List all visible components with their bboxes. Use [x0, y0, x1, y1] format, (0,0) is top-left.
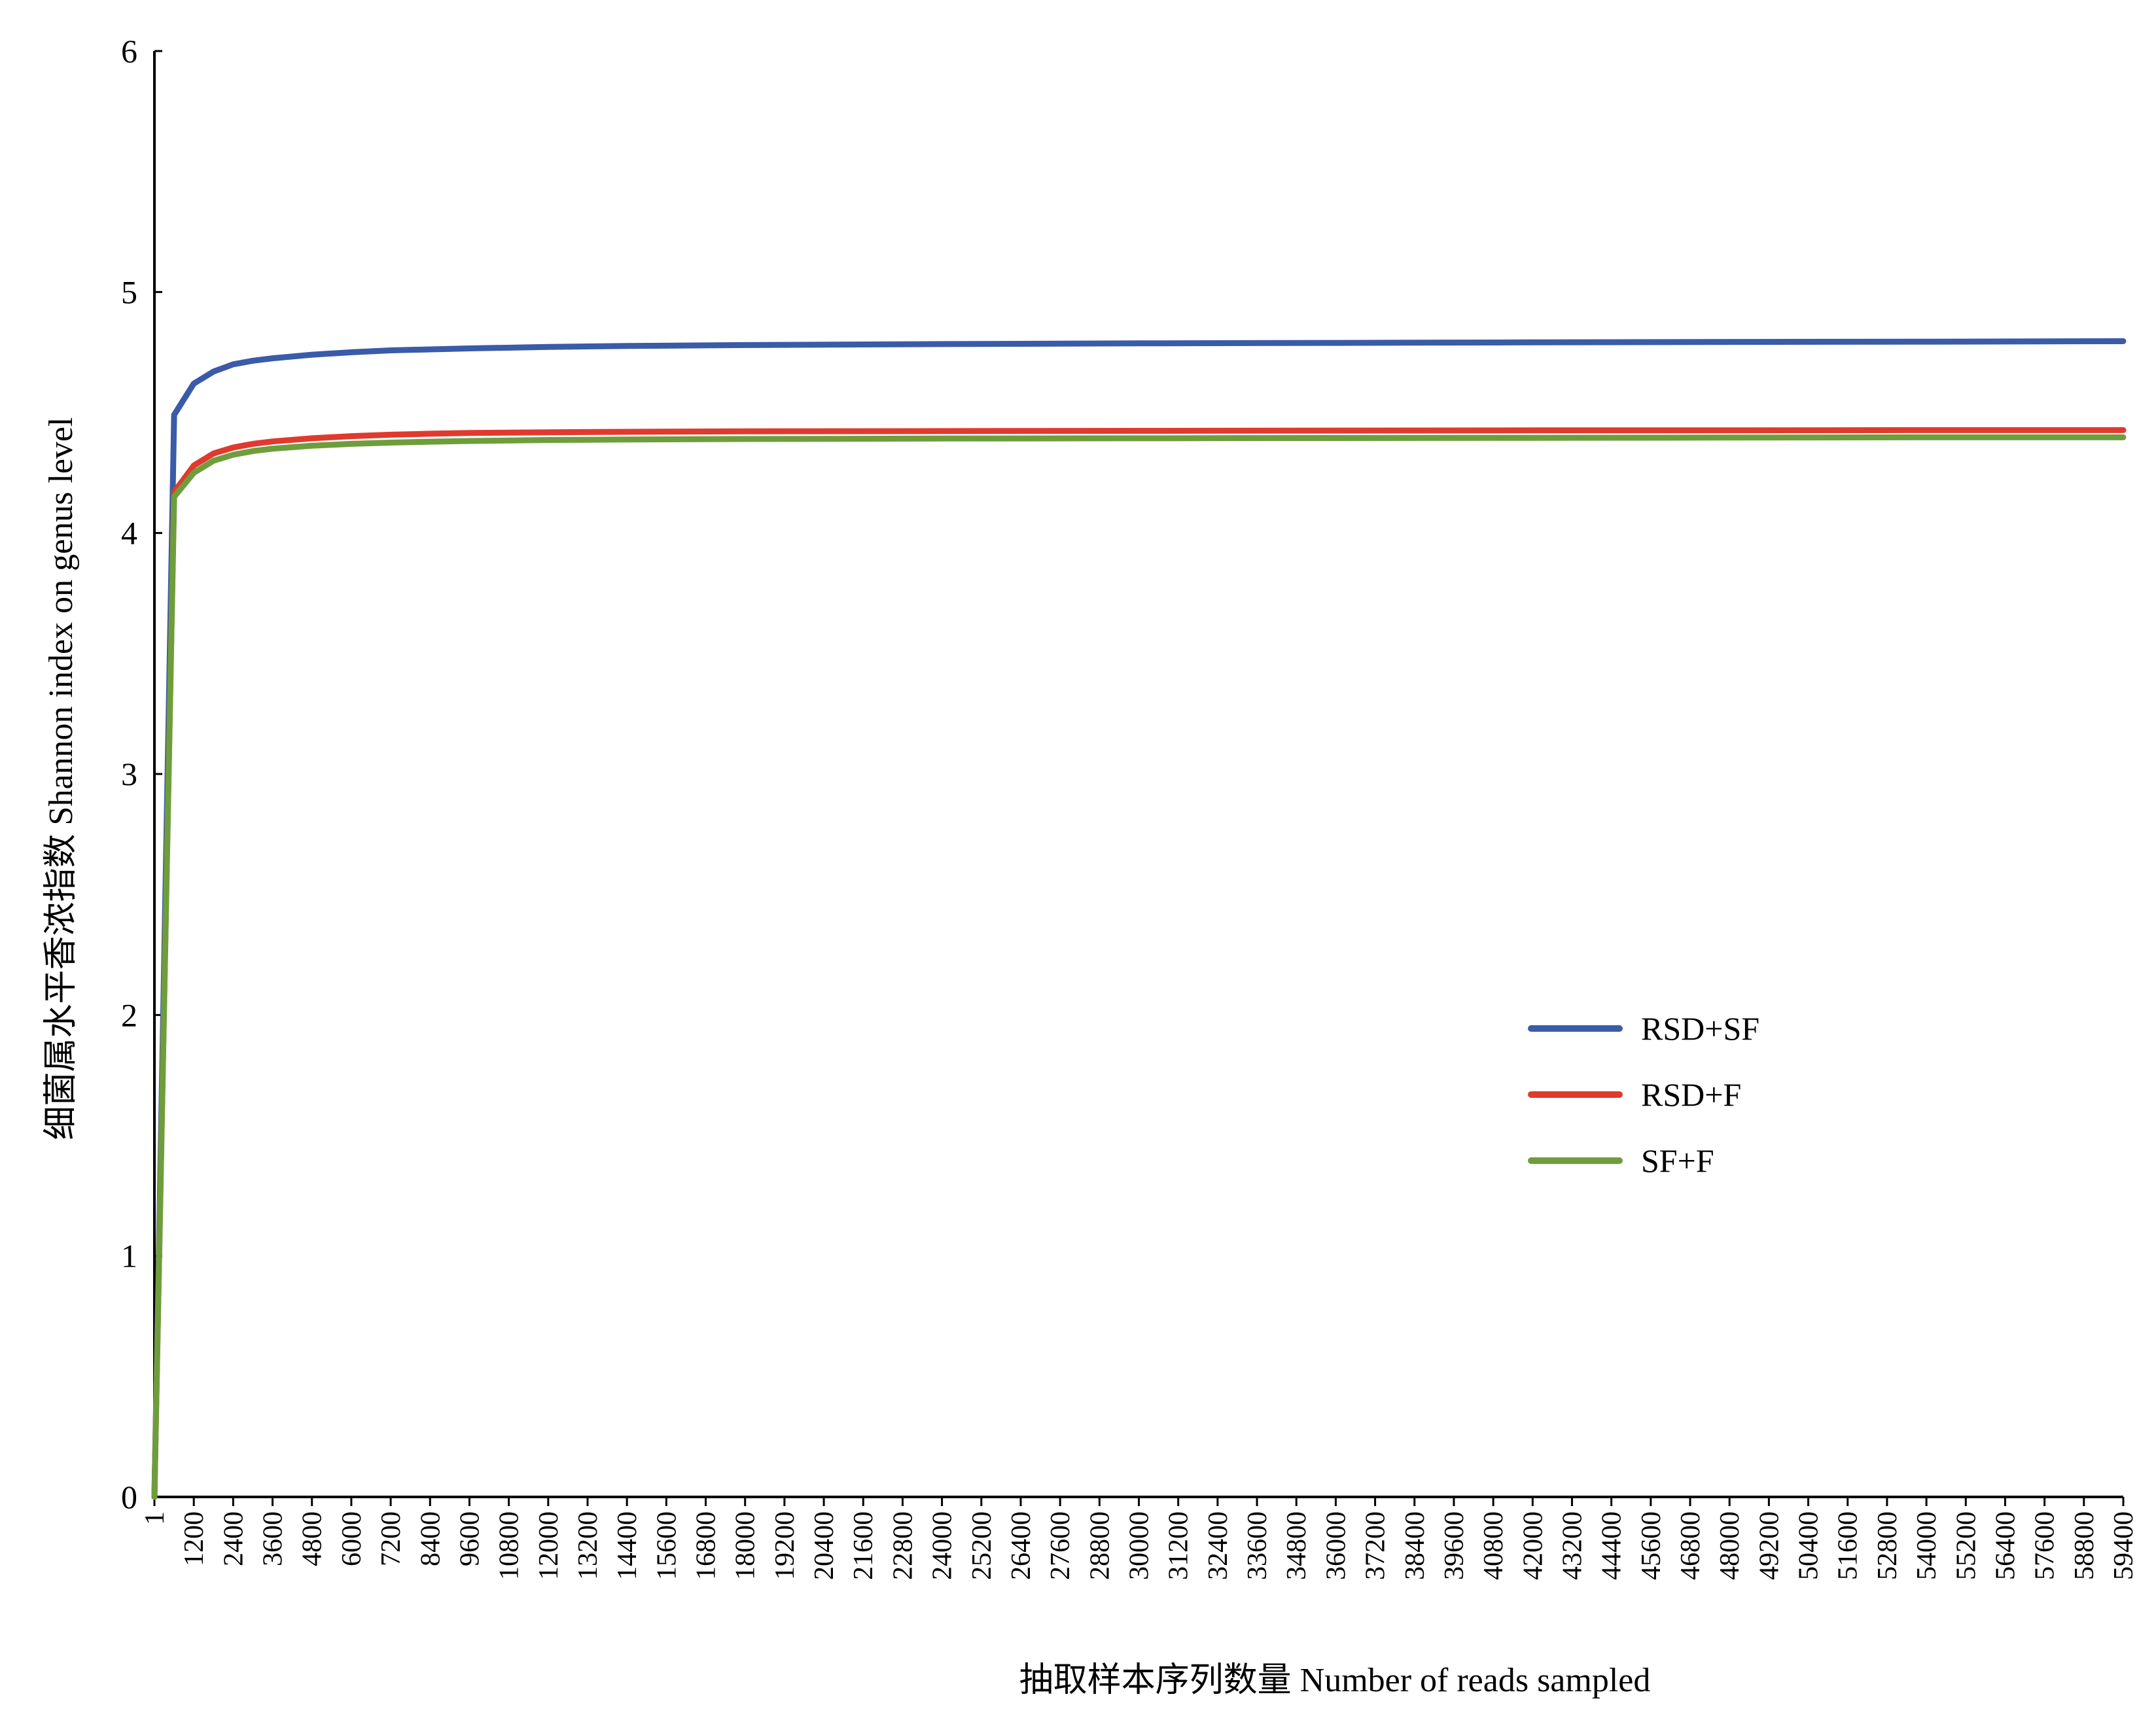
- x-tick-label: 56400: [1990, 1511, 2021, 1580]
- x-tick-label: 45600: [1636, 1511, 1667, 1580]
- x-tick-label: 36000: [1321, 1511, 1351, 1580]
- legend-label-rsd-f: RSD+F: [1641, 1076, 1741, 1113]
- x-tick-label: 50400: [1794, 1511, 1824, 1580]
- series-line-rsd-f: [151, 427, 2127, 1500]
- x-tick-label: 15600: [652, 1511, 682, 1580]
- x-tick-label: 46800: [1676, 1511, 1706, 1580]
- x-tick-label: 22800: [888, 1511, 918, 1580]
- y-tick-label: 3: [121, 756, 137, 792]
- x-tick-label: 34800: [1282, 1511, 1312, 1580]
- x-tick-label: 37200: [1361, 1511, 1391, 1580]
- x-tick-label: 20400: [809, 1511, 839, 1580]
- y-tick-label: 1: [121, 1238, 137, 1274]
- x-tick-label: 55200: [1951, 1511, 1981, 1580]
- x-tick-label: 48000: [1715, 1511, 1745, 1580]
- x-tick-label: 27600: [1046, 1511, 1076, 1580]
- x-tick-label: 21600: [849, 1511, 879, 1580]
- x-tick-label: 18000: [731, 1511, 761, 1580]
- y-tick-label: 2: [121, 996, 137, 1033]
- x-tick-label: 4800: [298, 1511, 328, 1566]
- y-tick-label: 4: [121, 515, 137, 552]
- x-tick-label: 14400: [612, 1511, 643, 1580]
- x-tick-label: 3600: [258, 1511, 289, 1566]
- x-tick-label: 40800: [1479, 1511, 1509, 1580]
- x-tick-label: 58800: [2070, 1511, 2100, 1580]
- x-tick-label: 9600: [455, 1511, 485, 1566]
- x-tick-label: 43200: [1557, 1511, 1587, 1580]
- x-tick-label: 30000: [1125, 1511, 1155, 1580]
- x-tick-label: 51600: [1833, 1511, 1864, 1580]
- x-tick-label: 24000: [928, 1511, 958, 1580]
- x-tick-label: 38400: [1400, 1511, 1430, 1580]
- x-tick-label: 32400: [1203, 1511, 1233, 1580]
- x-tick-label: 54000: [1912, 1511, 1942, 1580]
- x-axis: 1 1200 2400 3600 4800 6000 7200 8400 9600 10800 12…: [140, 1496, 2139, 1580]
- x-tick-label: 44400: [1597, 1511, 1627, 1580]
- series-line-sf-f: [151, 434, 2127, 1500]
- x-tick-label: 26400: [1006, 1511, 1036, 1580]
- series-line-rsd-sf: [151, 338, 2127, 1500]
- x-tick-label: 16800: [692, 1511, 722, 1580]
- x-tick-label: 1200: [179, 1511, 209, 1566]
- y-tick-label: 0: [121, 1479, 137, 1515]
- legend-label-sf-f: SF+F: [1641, 1142, 1714, 1179]
- x-tick-label: 7200: [376, 1511, 406, 1566]
- x-tick-label: 28800: [1085, 1511, 1115, 1580]
- x-tick-label: 33600: [1243, 1511, 1273, 1580]
- x-tick-label: 13200: [573, 1511, 603, 1580]
- y-axis: 0 1 2 3 4 5 6: [121, 33, 162, 1515]
- x-tick-label: 42000: [1518, 1511, 1548, 1580]
- legend: RSD+SF RSD+F SF+F: [1528, 1010, 1759, 1179]
- x-tick-label: 12000: [534, 1511, 564, 1580]
- y-tick-label: 6: [121, 33, 137, 69]
- series-lines: [151, 338, 2127, 1500]
- x-tick-label: 49200: [1754, 1511, 1784, 1580]
- x-tick-label: 6000: [337, 1511, 367, 1566]
- x-axis-title: 抽取样本序列数量 Number of reads sampled: [1019, 1662, 1651, 1699]
- x-tick-label: 59400: [2109, 1511, 2139, 1580]
- x-tick-label: 25200: [967, 1511, 997, 1580]
- legend-label-rsd-sf: RSD+SF: [1641, 1010, 1759, 1047]
- y-tick-label: 5: [121, 273, 137, 310]
- x-tick-label: 8400: [415, 1511, 446, 1566]
- x-tick-label: 39600: [1440, 1511, 1470, 1580]
- x-tick-label: 57600: [2030, 1511, 2060, 1580]
- x-tick-label: 31200: [1164, 1511, 1194, 1580]
- x-tick-label: 19200: [770, 1511, 800, 1580]
- x-tick-label: 10800: [495, 1511, 525, 1580]
- x-tick-label: 52800: [1873, 1511, 1903, 1580]
- y-axis-title: 细菌属水平香浓指数 Shannon index on genus level: [43, 417, 80, 1140]
- x-tick-label: 2400: [219, 1511, 249, 1566]
- x-tick-label: 1: [140, 1511, 170, 1525]
